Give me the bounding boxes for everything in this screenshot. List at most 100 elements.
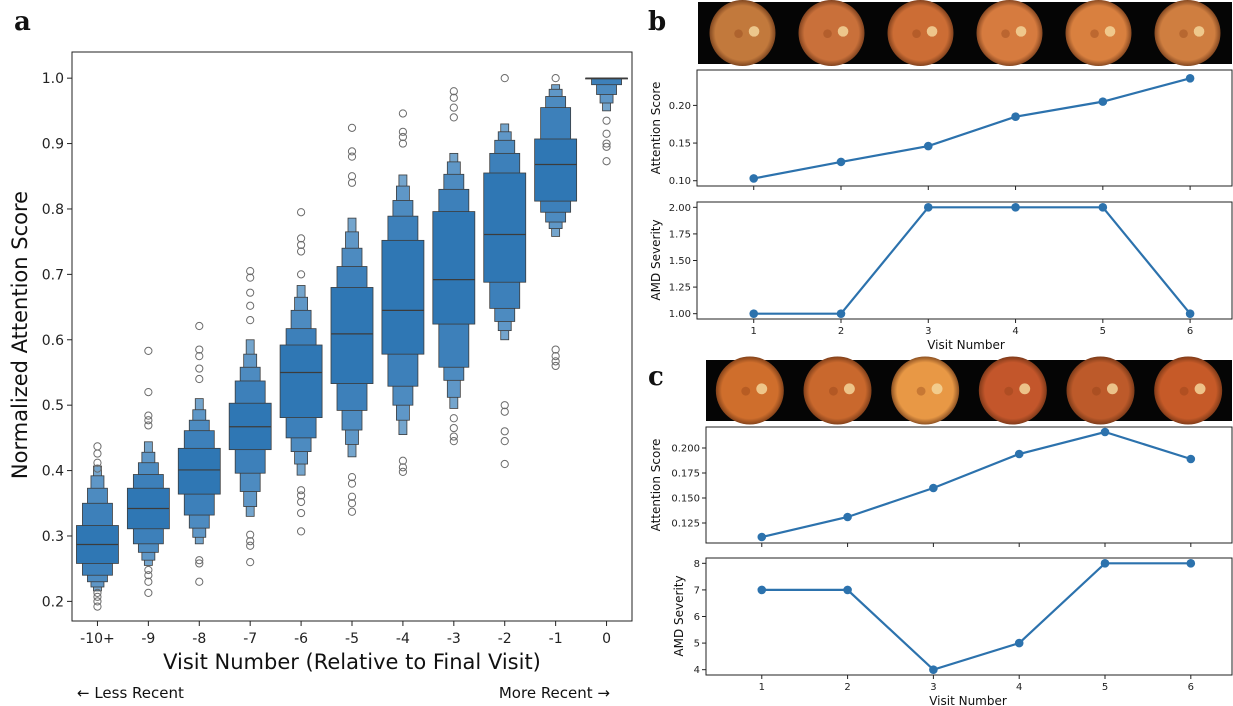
outlier-point <box>144 346 153 355</box>
outlier-point <box>195 577 204 586</box>
optic-disc <box>1106 383 1118 395</box>
x-tick-label: 2 <box>844 682 850 693</box>
macula-spot <box>1090 29 1099 38</box>
panel-c-severity-ylabel: AMD Severity <box>672 575 686 656</box>
y-tick-label: 0.2 <box>42 594 64 610</box>
boxen-level <box>432 211 476 325</box>
optic-disc <box>748 26 760 37</box>
macula-spot <box>912 29 921 38</box>
outlier-point <box>449 93 458 102</box>
outlier-point <box>347 172 357 181</box>
fundus-image <box>798 0 865 66</box>
outlier-point <box>296 491 306 500</box>
x-tick-label: 4 <box>1012 326 1018 337</box>
plot-frame <box>696 69 1233 187</box>
panel-c-fundus-strip <box>706 356 1232 425</box>
outlier-point <box>195 556 204 565</box>
macula-spot <box>823 29 832 38</box>
y-tick-label: 0.8 <box>42 202 64 218</box>
plot-frame <box>696 201 1233 320</box>
optic-disc <box>837 26 849 37</box>
panel-a-ylabel: Normalized Attention Score <box>8 191 32 479</box>
outlier-point <box>93 588 102 597</box>
outlier-point <box>347 473 357 482</box>
data-point <box>1186 454 1196 464</box>
x-tick-label: 1 <box>759 682 765 693</box>
data-point <box>1014 449 1024 459</box>
outlier-point <box>246 301 255 310</box>
x-tick-label: -9 <box>141 631 155 647</box>
outlier-point <box>93 458 102 467</box>
x-tick-label: -8 <box>192 631 206 647</box>
outlier-point <box>602 139 611 148</box>
x-tick-label: 3 <box>925 326 931 337</box>
panel-b-fundus-strip <box>698 0 1232 66</box>
outlier-point <box>93 442 102 451</box>
data-point <box>1186 559 1196 568</box>
macula-spot <box>1092 386 1101 396</box>
series-line <box>753 77 1191 180</box>
data-point <box>1098 203 1108 212</box>
outlier-point <box>449 423 458 433</box>
panel-a-chart: Visit Number (Relative to Final Visit) N… <box>8 51 633 674</box>
outlier-point <box>195 352 204 361</box>
outlier-point <box>347 123 357 132</box>
outlier-point <box>347 507 357 516</box>
outlier-point <box>602 129 611 138</box>
outlier-point <box>296 508 306 518</box>
outlier-point <box>500 401 509 410</box>
y-tick-label: 6 <box>694 612 700 623</box>
outlier-point <box>144 588 153 597</box>
x-tick-label: -7 <box>243 631 257 647</box>
y-tick-label: 4 <box>694 665 700 676</box>
macula-spot <box>734 29 743 38</box>
fundus-image <box>709 0 776 66</box>
macula-spot <box>1179 29 1188 38</box>
outlier-point <box>246 530 255 539</box>
fundus-image <box>1154 0 1221 66</box>
optic-disc <box>1194 383 1206 395</box>
panel-label-a: a <box>14 7 31 37</box>
x-tick-label: -6 <box>294 631 308 647</box>
panel-label-b: b <box>648 7 666 37</box>
data-point <box>843 585 852 595</box>
outlier-point <box>246 288 255 297</box>
series-line <box>761 562 1191 671</box>
data-point <box>929 483 938 493</box>
outlier-point <box>246 266 255 276</box>
outlier-point <box>144 565 153 575</box>
boxen-level <box>534 138 578 202</box>
outlier-point <box>449 432 458 441</box>
outlier-point <box>296 527 306 536</box>
outlier-point <box>296 247 306 256</box>
fundus-image <box>715 356 784 425</box>
data-point <box>1011 112 1020 122</box>
outlier-point <box>93 464 102 473</box>
series-line <box>753 206 1191 315</box>
outlier-point <box>500 437 509 446</box>
outlier-point <box>195 345 204 354</box>
outlier-point <box>449 113 458 122</box>
outlier-point <box>449 87 458 96</box>
outlier-point <box>449 414 458 423</box>
outlier-point <box>246 537 255 546</box>
optic-disc <box>931 383 943 395</box>
data-point <box>1098 97 1108 106</box>
x-tick-label: -4 <box>396 631 410 647</box>
x-tick-label: 3 <box>930 682 936 693</box>
outlier-point <box>500 407 509 416</box>
outlier-point <box>500 427 509 436</box>
y-tick-label: 5 <box>694 639 700 650</box>
outlier-point <box>144 421 153 430</box>
x-tick-label: -3 <box>447 631 461 647</box>
outlier-point <box>296 208 306 217</box>
fundus-image <box>887 0 954 66</box>
x-tick-label: -5 <box>345 631 359 647</box>
y-tick-label: 0.10 <box>669 176 691 187</box>
outlier-point <box>449 437 458 446</box>
outlier-point <box>602 142 611 151</box>
y-tick-label: 0.9 <box>42 137 64 153</box>
outlier-point <box>398 463 408 472</box>
fundus-image <box>976 0 1043 66</box>
data-point <box>1100 427 1110 437</box>
